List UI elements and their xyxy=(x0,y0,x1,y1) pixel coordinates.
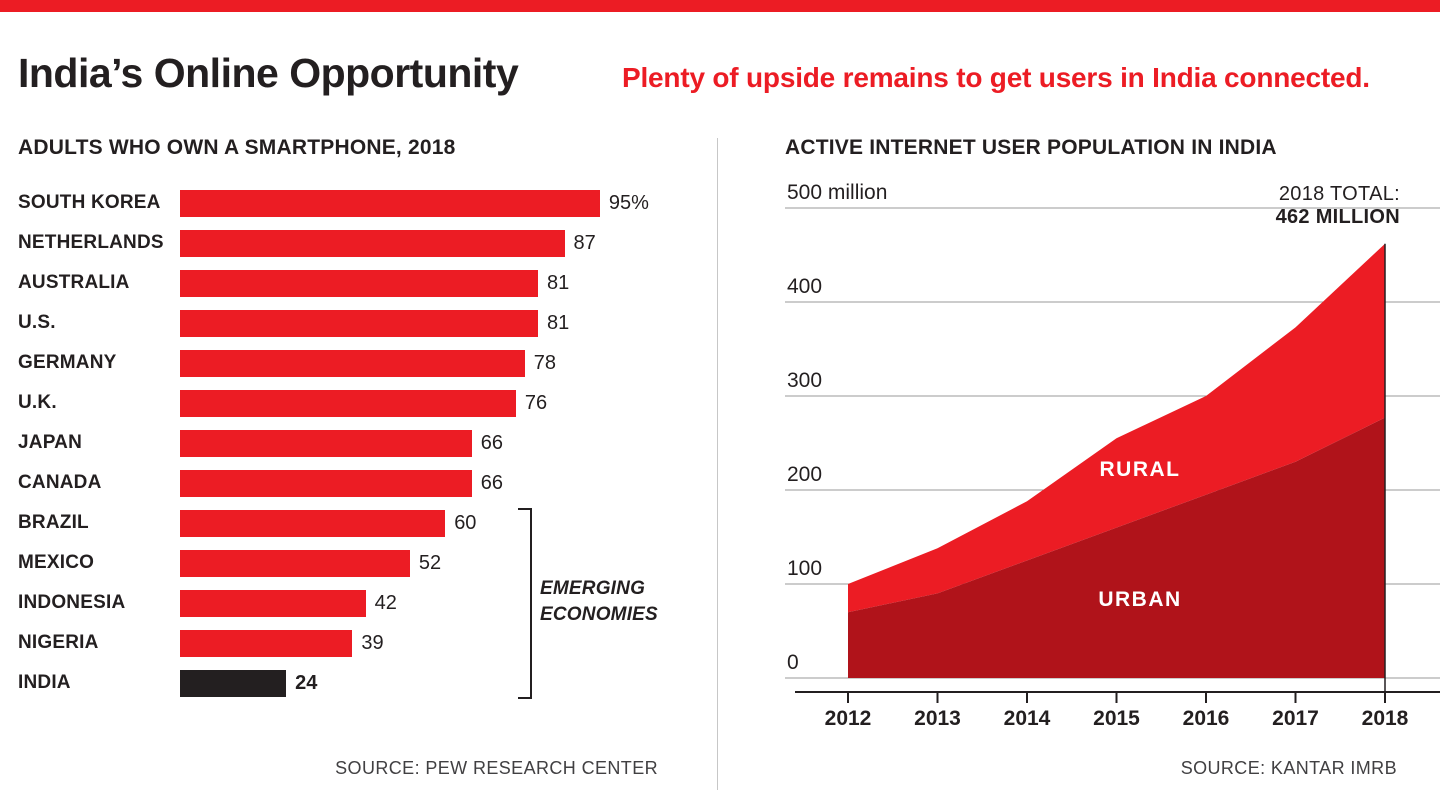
panel-divider xyxy=(717,138,718,790)
bar xyxy=(180,229,565,257)
area-urban xyxy=(848,417,1385,678)
bar-value-label: 52 xyxy=(418,551,442,574)
top-accent-bar xyxy=(0,0,1440,12)
bar-category-label: NETHERLANDS xyxy=(18,232,164,253)
bar-category-label: JAPAN xyxy=(18,432,82,453)
y-tick-label: 400 xyxy=(787,275,822,298)
bar-rows: EMERGING ECONOMIES SOUTH KOREA 95% NETHERL… xyxy=(18,183,708,703)
area-rural xyxy=(848,243,1385,613)
bar-value-label: 60 xyxy=(454,511,477,534)
bar-row: CANADA 66 xyxy=(18,463,708,503)
bar-category-label: GERMANY xyxy=(18,352,117,373)
bar-value-label: 66 xyxy=(480,471,503,494)
area-chart-title: ACTIVE INTERNET USER POPULATION IN INDIA xyxy=(785,136,1277,159)
bar-category-label: CANADA xyxy=(18,472,102,493)
urban-series-label: URBAN xyxy=(1098,588,1181,611)
y-tick-label: 200 xyxy=(787,463,822,486)
bar xyxy=(180,469,472,497)
rural-series-label: RURAL xyxy=(1100,458,1181,481)
bar-row: JAPAN 66 xyxy=(18,423,708,463)
bar xyxy=(180,389,516,417)
bar-row: MEXICO 52 xyxy=(18,543,708,583)
x-tick-label: 2016 xyxy=(1183,707,1230,730)
x-tick-label: 2017 xyxy=(1272,707,1319,730)
bar xyxy=(180,549,410,577)
bar-value-label: 81 xyxy=(547,311,570,334)
bar-value-label: 81 xyxy=(547,271,570,294)
x-tick-label: 2018 xyxy=(1362,707,1409,730)
bar-value-label: 66 xyxy=(480,431,503,454)
bar xyxy=(180,309,539,337)
x-tick-label: 2012 xyxy=(825,707,872,730)
total-annotation-line2: 462 MILLION xyxy=(1276,206,1400,228)
bar-category-label: INDIA xyxy=(18,672,71,693)
bar-row: SOUTH KOREA 95% xyxy=(18,183,708,223)
bar-row: BRAZIL 60 xyxy=(18,503,708,543)
bar xyxy=(180,269,539,297)
bar xyxy=(180,629,353,657)
bar xyxy=(180,429,472,457)
bar-category-label: AUSTRALIA xyxy=(18,272,130,293)
bar-row: AUSTRALIA 81 xyxy=(18,263,708,303)
bar-category-label: MEXICO xyxy=(18,552,95,573)
bar-value-label: 39 xyxy=(361,631,384,654)
y-tick-label: 500 million xyxy=(787,181,887,204)
bar-value-label: 95% xyxy=(608,191,649,214)
bar-category-label: U.S. xyxy=(18,312,56,333)
bar-row: U.K. 76 xyxy=(18,383,708,423)
bar-row: NIGERIA 39 xyxy=(18,623,708,663)
bar xyxy=(180,509,446,537)
bar-chart-source: SOURCE: PEW RESEARCH CENTER xyxy=(335,758,658,778)
bar-category-label: SOUTH KOREA xyxy=(18,192,161,213)
bar xyxy=(180,589,366,617)
emerging-economies-bracket xyxy=(518,508,532,699)
bar-value-label: 24 xyxy=(295,671,318,694)
y-tick-label: 100 xyxy=(787,557,822,580)
area-chart-source: SOURCE: KANTAR IMRB xyxy=(1180,758,1397,778)
bar-value-label: 76 xyxy=(524,391,548,414)
page-title: India’s Online Opportunity xyxy=(18,50,519,96)
x-tick-label: 2013 xyxy=(914,707,961,730)
bar-category-label: INDONESIA xyxy=(18,592,126,613)
bar-row: INDONESIA 42 xyxy=(18,583,708,623)
bar-category-label: NIGERIA xyxy=(18,632,99,653)
bar-row: NETHERLANDS 87 xyxy=(18,223,708,263)
bar-chart-title: ADULTS WHO OWN A SMARTPHONE, 2018 xyxy=(18,136,456,159)
total-annotation-line1: 2018 TOTAL: xyxy=(1279,183,1400,205)
bar-row: U.S. 81 xyxy=(18,303,708,343)
x-tick-label: 2015 xyxy=(1093,707,1140,730)
emerging-economies-label: EMERGING ECONOMIES xyxy=(540,578,658,625)
page-subtitle: Plenty of upside remains to get users in… xyxy=(622,62,1370,93)
bar-row: INDIA 24 xyxy=(18,663,708,703)
bar-value-label: 78 xyxy=(533,351,556,374)
y-tick-label: 0 xyxy=(787,651,799,674)
bar-value-label: 42 xyxy=(374,591,397,614)
bar-row: GERMANY 78 xyxy=(18,343,708,383)
bar-category-label: U.K. xyxy=(18,392,57,413)
area-chart-svg: 0 100 200 300 400 500 million 2012 2013 2014 2015… xyxy=(785,181,1440,730)
bar xyxy=(180,189,600,217)
bar xyxy=(180,349,525,377)
x-tick-label: 2014 xyxy=(1004,707,1051,730)
bar-category-label: BRAZIL xyxy=(18,512,89,533)
bar xyxy=(180,669,287,697)
bar-value-label: 87 xyxy=(573,231,596,254)
y-tick-label: 300 xyxy=(787,369,822,392)
